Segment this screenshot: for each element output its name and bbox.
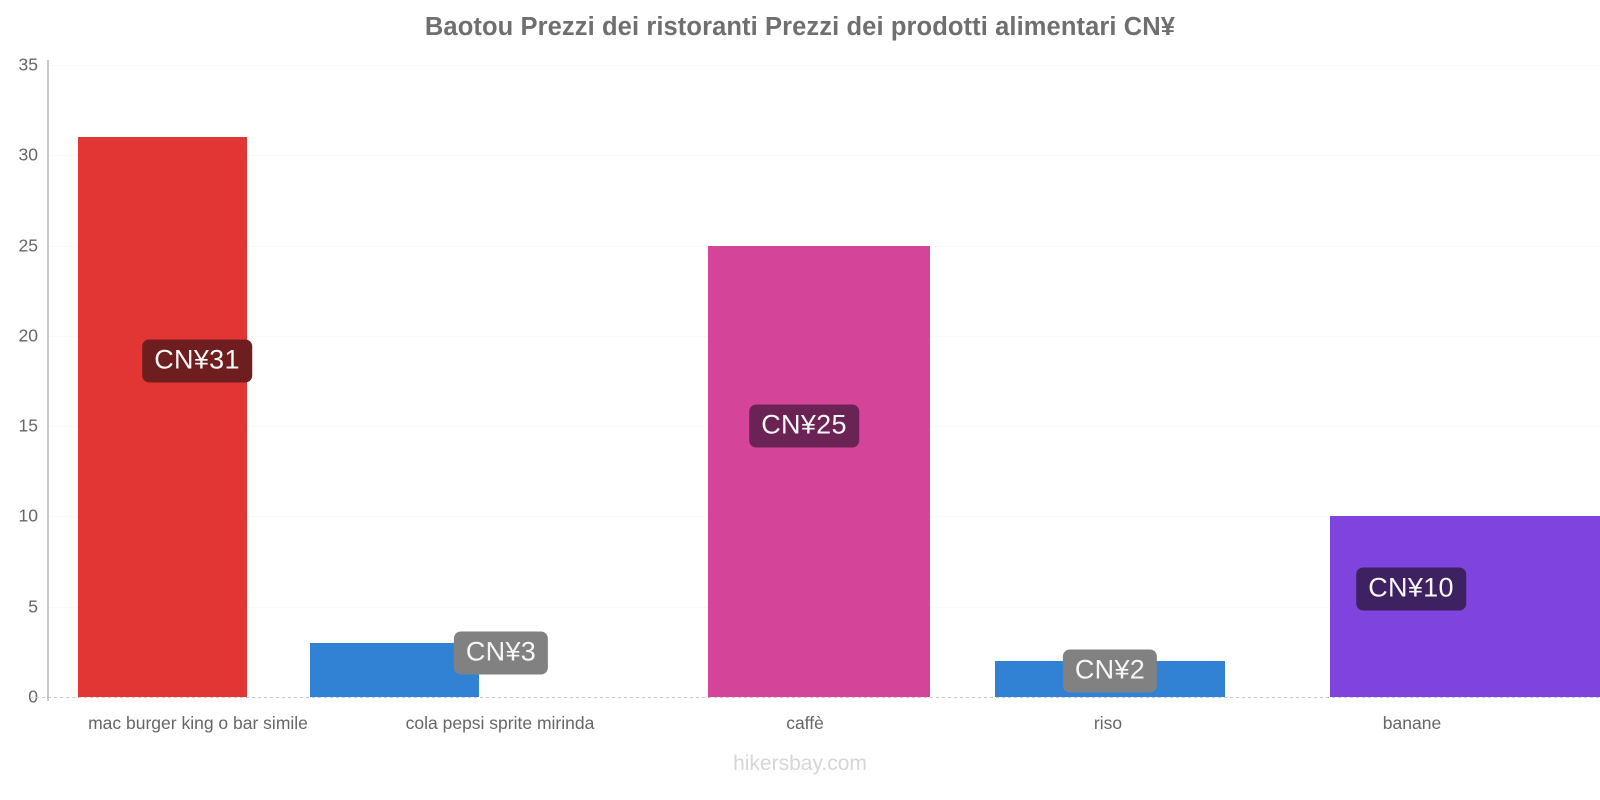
x-axis-line	[30, 697, 1600, 698]
watermark-hikersbay: hikersbay.com	[733, 752, 867, 775]
chart-title: Baotou Prezzi dei ristoranti Prezzi dei …	[424, 13, 1176, 41]
y-axis-tick-label: 15	[18, 415, 38, 436]
y-axis-tick-label: 10	[18, 505, 38, 526]
y-axis-tick-label: 30	[18, 144, 38, 165]
gridline	[47, 155, 1600, 157]
bar-value-label: CN¥3	[453, 631, 549, 675]
y-axis-tick-label: 0	[2, 687, 38, 708]
bar-value-label: CN¥2	[1062, 649, 1158, 693]
y-axis-tick-label: 25	[18, 235, 38, 256]
bar[interactable]	[78, 137, 247, 697]
x-axis-category-label: caffè	[786, 713, 824, 733]
x-axis-category-label: banane	[1382, 713, 1442, 733]
y-axis-tick-label: 35	[18, 54, 38, 75]
x-axis-category-label: mac burger king o bar simile	[88, 713, 308, 733]
bar[interactable]	[708, 245, 930, 697]
y-axis-line	[47, 60, 49, 701]
bar-value-label: CN¥25	[749, 404, 859, 448]
x-axis-category-label: cola pepsi sprite mirinda	[405, 713, 595, 733]
x-axis-category-label: riso	[1093, 713, 1123, 733]
gridline	[47, 65, 1600, 66]
bar-value-label: CN¥31	[142, 339, 252, 383]
y-axis-tick-label: 5	[28, 596, 38, 617]
y-axis-tick-label: 20	[18, 325, 38, 346]
bar[interactable]	[310, 642, 479, 697]
bar-value-label: CN¥10	[1356, 567, 1466, 611]
